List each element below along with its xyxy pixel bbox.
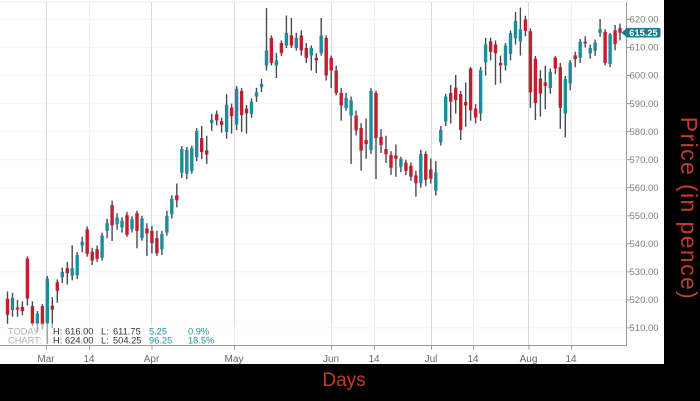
svg-text:14: 14 <box>83 354 95 365</box>
svg-text:590.00: 590.00 <box>630 99 659 110</box>
svg-text:615.25: 615.25 <box>629 28 657 38</box>
svg-text:14: 14 <box>467 354 479 365</box>
svg-text:14: 14 <box>368 354 380 365</box>
svg-text:H:: H: <box>53 327 62 337</box>
svg-text:504.25: 504.25 <box>113 336 141 346</box>
svg-text:Mar: Mar <box>37 354 55 365</box>
svg-text:Jun: Jun <box>323 354 339 365</box>
svg-text:510.00: 510.00 <box>630 323 659 334</box>
svg-text:Apr: Apr <box>144 354 160 365</box>
svg-text:H:: H: <box>53 336 62 346</box>
svg-text:TODAY:: TODAY: <box>8 327 41 337</box>
svg-text:Days: Days <box>322 370 365 391</box>
svg-text:96.25: 96.25 <box>149 336 172 346</box>
svg-text:520.00: 520.00 <box>630 295 659 306</box>
svg-text:580.00: 580.00 <box>630 127 659 138</box>
svg-text:624.00: 624.00 <box>65 336 93 346</box>
svg-text:610.00: 610.00 <box>630 43 659 54</box>
svg-text:0.9%: 0.9% <box>188 327 209 337</box>
svg-text:18.5%: 18.5% <box>188 336 214 346</box>
svg-text:Jul: Jul <box>425 354 438 365</box>
svg-text:611.75: 611.75 <box>113 327 141 337</box>
svg-text:May: May <box>225 354 244 365</box>
svg-text:540.00: 540.00 <box>630 239 659 250</box>
svg-text:14: 14 <box>565 354 577 365</box>
svg-text:560.00: 560.00 <box>630 183 659 194</box>
svg-text:Aug: Aug <box>520 354 538 365</box>
svg-text:5.25: 5.25 <box>149 327 167 337</box>
svg-text:L:: L: <box>101 336 109 346</box>
svg-text:530.00: 530.00 <box>630 267 659 278</box>
svg-text:Price (in pence): Price (in pence) <box>676 117 700 300</box>
svg-text:620.00: 620.00 <box>630 15 659 26</box>
svg-text:600.00: 600.00 <box>630 71 659 82</box>
svg-text:616.00: 616.00 <box>65 327 93 337</box>
svg-text:550.00: 550.00 <box>630 211 659 222</box>
svg-text:570.00: 570.00 <box>630 155 659 166</box>
svg-text:CHART:: CHART: <box>8 336 41 346</box>
svg-text:L:: L: <box>101 327 109 337</box>
